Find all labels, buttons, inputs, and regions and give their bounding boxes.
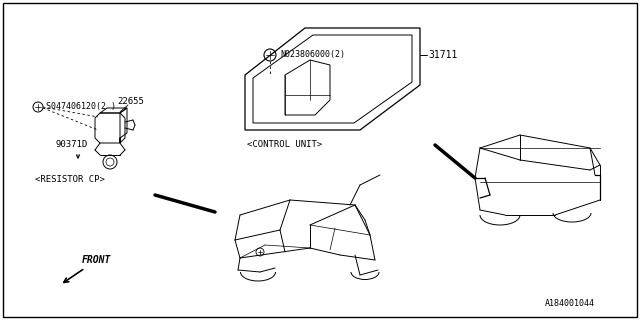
Text: S047406120(2 ): S047406120(2 ) [46,102,116,111]
Text: N023806000(2): N023806000(2) [280,50,345,59]
Text: 31711: 31711 [428,50,458,60]
Text: A184001044: A184001044 [545,299,595,308]
Text: 90371D: 90371D [55,140,87,149]
Text: 22655: 22655 [117,97,144,106]
Text: <RESISTOR CP>: <RESISTOR CP> [35,175,105,184]
Text: <CONTROL UNIT>: <CONTROL UNIT> [248,140,323,149]
Text: FRONT: FRONT [82,255,111,265]
